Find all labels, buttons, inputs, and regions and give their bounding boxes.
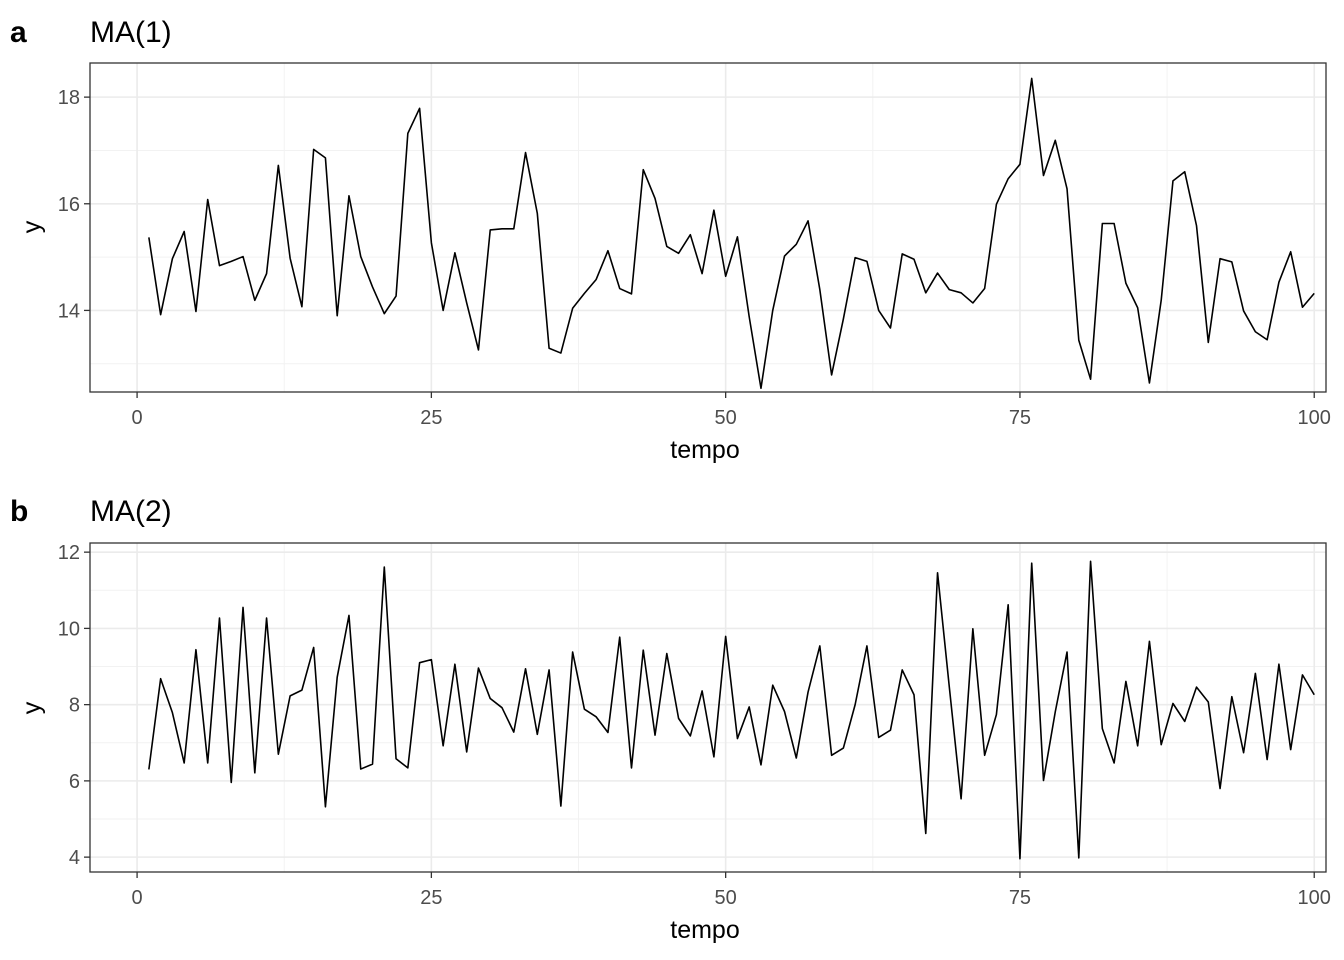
- panel-b-y-tick-label: 6: [69, 771, 80, 793]
- panel-a-x-axis-label: tempo: [670, 436, 739, 464]
- panel-b-y-tick-label: 12: [58, 542, 80, 564]
- panel-a-plot-area: [89, 62, 1327, 393]
- panel-b-tag: b: [10, 495, 28, 528]
- panel-b-x-tick-label: 25: [420, 887, 442, 909]
- panel-a-x-tick-label: 50: [715, 407, 737, 429]
- panel-b-border: [89, 542, 1327, 873]
- panel-b-y-axis-label: y: [18, 701, 46, 714]
- panel-a-border: [89, 62, 1327, 393]
- panel-b: b MA(2) 0 25 50 75 100 4 6 8 10 12 tempo y: [10, 495, 1331, 944]
- panel-a-gridlines: [90, 63, 1326, 392]
- panel-a-series-line: [148, 77, 1315, 390]
- panel-b-x-tick-label: 0: [132, 887, 143, 909]
- panel-a-x-tick-label: 75: [1009, 407, 1031, 429]
- panel-a-tag: a: [10, 16, 27, 49]
- panel-b-plot-area: [89, 542, 1327, 873]
- panel-a-y-tick-label: 14: [58, 300, 80, 322]
- panel-b-y-tick-label: 8: [69, 695, 80, 717]
- panel-b-x-tick-label: 50: [715, 887, 737, 909]
- panel-b-y-tick-label: 10: [58, 618, 80, 640]
- panel-b-x-tick-label: 100: [1298, 887, 1331, 909]
- panel-b-gridlines: [90, 543, 1326, 872]
- panel-b-x-axis-label: tempo: [670, 916, 739, 944]
- panel-a: a MA(1) 0 25 50 75 100 14 16 18 tempo y: [10, 16, 1331, 464]
- panel-a-y-axis-label: y: [18, 220, 46, 233]
- panel-b-y-tick-label: 4: [69, 847, 80, 869]
- panel-a-x-tick-label: 100: [1298, 407, 1331, 429]
- panel-b-x-tick-label: 75: [1009, 887, 1031, 909]
- panel-a-y-tick-label: 16: [58, 194, 80, 216]
- panel-a-title: MA(1): [90, 16, 172, 49]
- panel-a-x-tick-label: 25: [420, 407, 442, 429]
- panel-b-series-line: [148, 560, 1315, 860]
- panel-a-y-tick-label: 18: [58, 87, 80, 109]
- panel-b-title: MA(2): [90, 495, 172, 528]
- panel-a-x-tick-label: 0: [132, 407, 143, 429]
- panel-a-ticks: 0 25 50 75 100 14 16 18: [58, 87, 1331, 429]
- panel-b-ticks: 0 25 50 75 100 4 6 8 10 12: [58, 542, 1331, 909]
